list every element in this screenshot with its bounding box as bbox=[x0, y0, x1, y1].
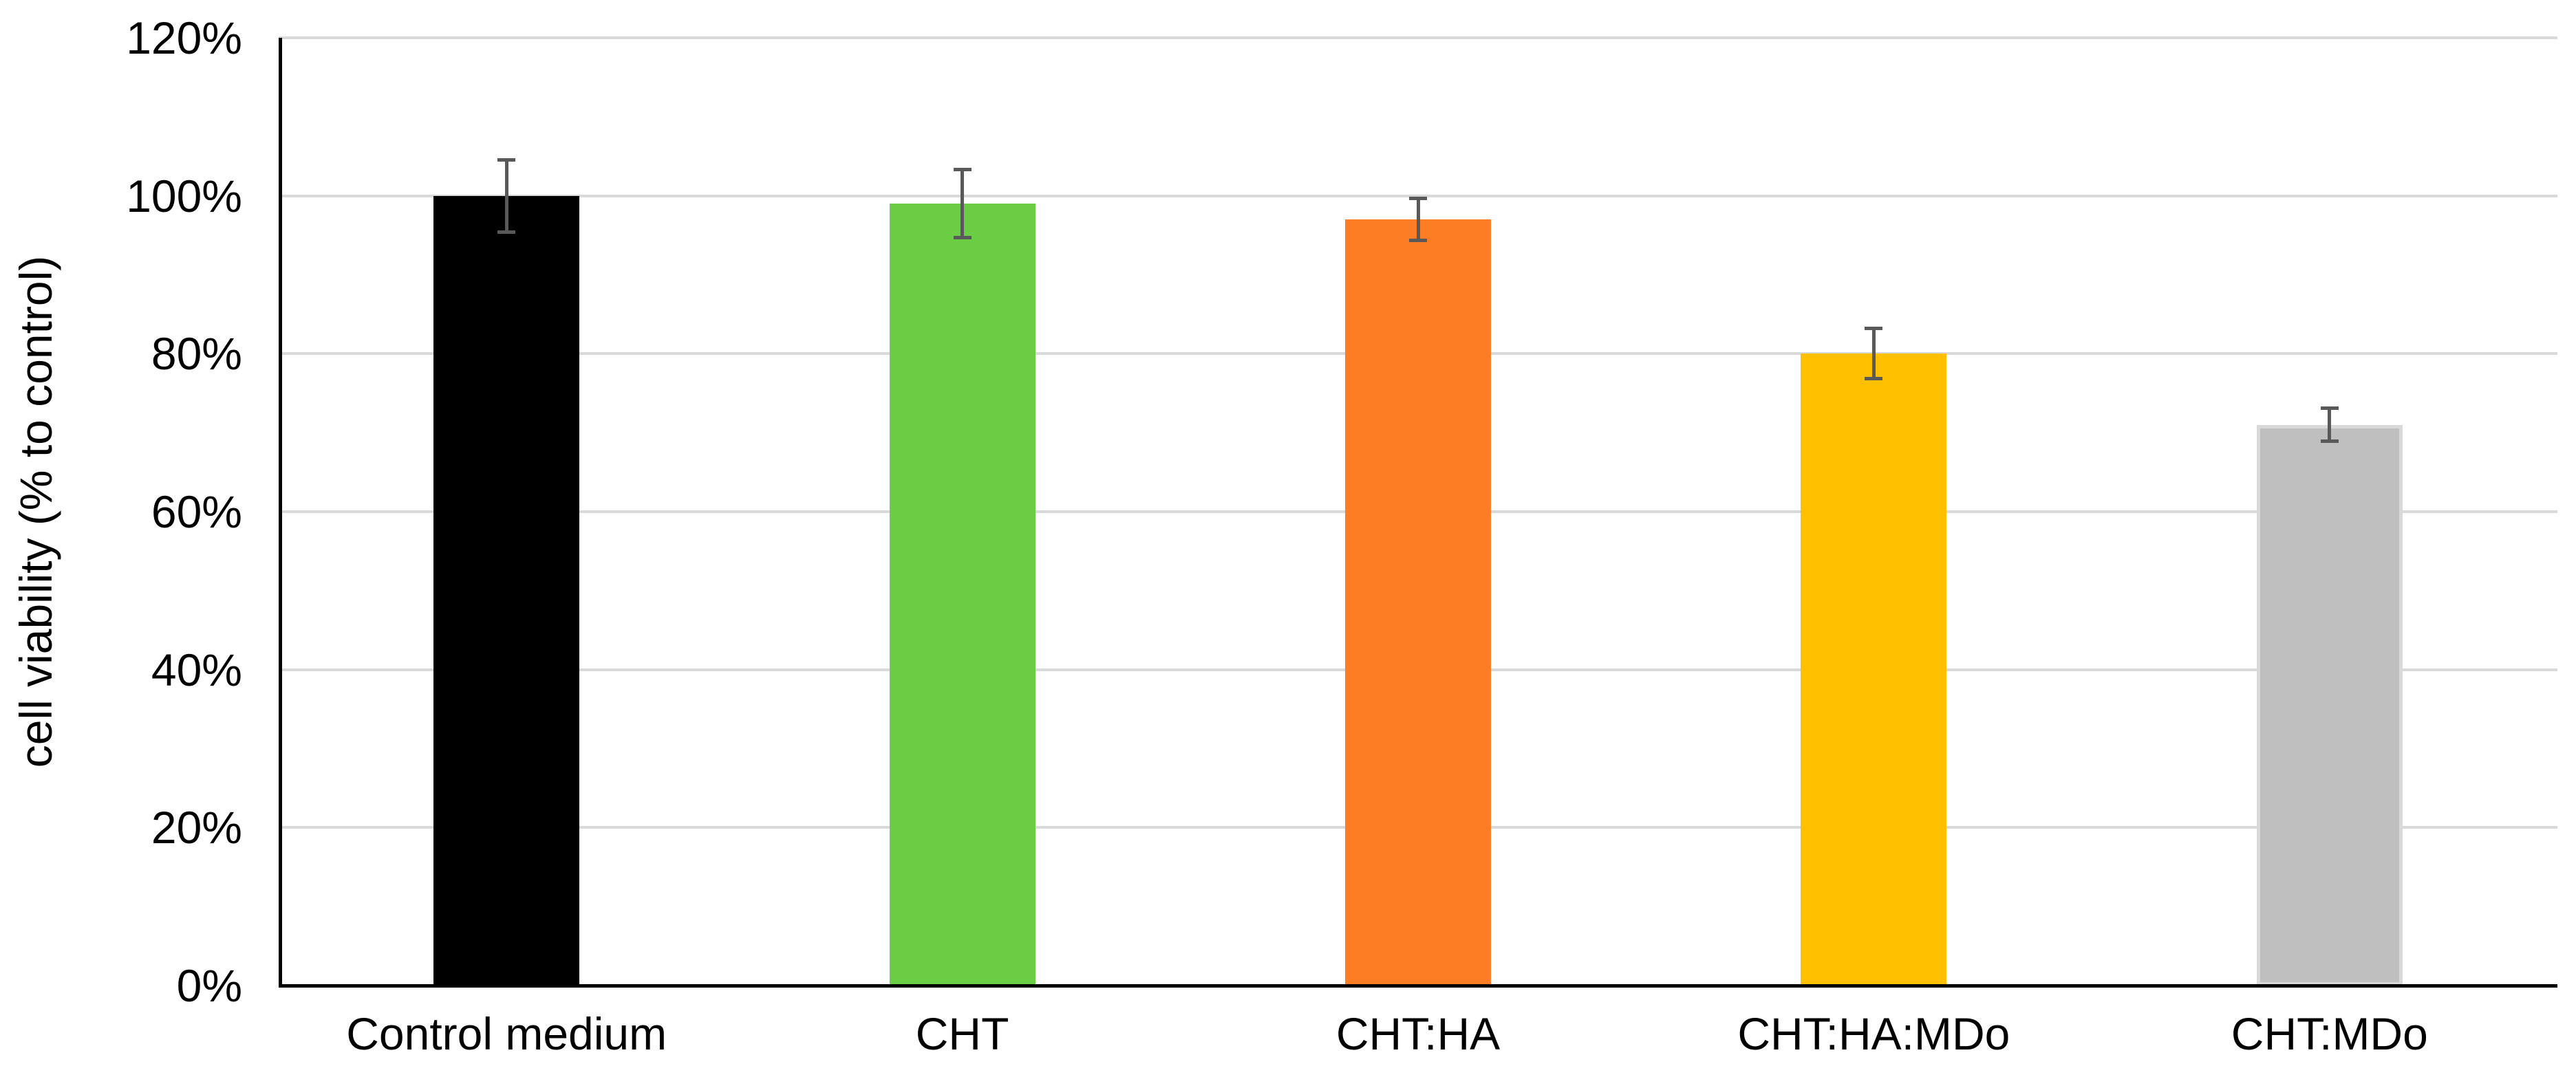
error-bar-line bbox=[1416, 196, 1420, 243]
error-bar-cap-top bbox=[2320, 406, 2339, 411]
bar bbox=[433, 195, 580, 986]
error-bar-cap-bottom bbox=[2320, 439, 2339, 444]
x-category-label: CHT:HA:MDo bbox=[1737, 1008, 2010, 1059]
error-bar-cap-top bbox=[953, 168, 972, 172]
error-bar-cap-bottom bbox=[497, 230, 516, 234]
y-tick-label: 120% bbox=[126, 12, 242, 63]
error-bar-line bbox=[2328, 406, 2332, 444]
x-category-label: Control medium bbox=[346, 1008, 667, 1059]
error-bar-cap-top bbox=[1865, 327, 1883, 331]
bar bbox=[1345, 219, 1491, 986]
x-category-label: CHT bbox=[915, 1008, 1009, 1059]
error-bar-line bbox=[1871, 327, 1876, 381]
y-tick-label: 40% bbox=[151, 644, 242, 695]
x-category-label: CHT:HA bbox=[1335, 1008, 1501, 1059]
y-axis-line bbox=[279, 38, 282, 986]
gridline bbox=[279, 194, 2557, 197]
x-axis-line bbox=[279, 984, 2557, 988]
error-bar-cap-top bbox=[497, 157, 516, 162]
error-bar-cap-top bbox=[1409, 196, 1427, 200]
bar bbox=[1801, 353, 1947, 986]
y-tick-label: 60% bbox=[151, 486, 242, 537]
y-tick-label: 0% bbox=[176, 960, 242, 1011]
bar bbox=[889, 204, 1035, 986]
error-bar-line bbox=[504, 157, 508, 234]
error-bar-cap-bottom bbox=[1409, 239, 1427, 243]
y-tick-label: 20% bbox=[151, 802, 242, 853]
error-bar-cap-bottom bbox=[953, 235, 972, 239]
gridline bbox=[279, 36, 2557, 39]
x-category-label: CHT:MDo bbox=[2231, 1008, 2428, 1059]
error-bar-line bbox=[960, 168, 965, 239]
error-bar-cap-bottom bbox=[1865, 377, 1883, 381]
y-tick-label: 100% bbox=[126, 170, 242, 221]
y-tick-label: 80% bbox=[151, 328, 242, 380]
bar bbox=[2256, 424, 2403, 986]
